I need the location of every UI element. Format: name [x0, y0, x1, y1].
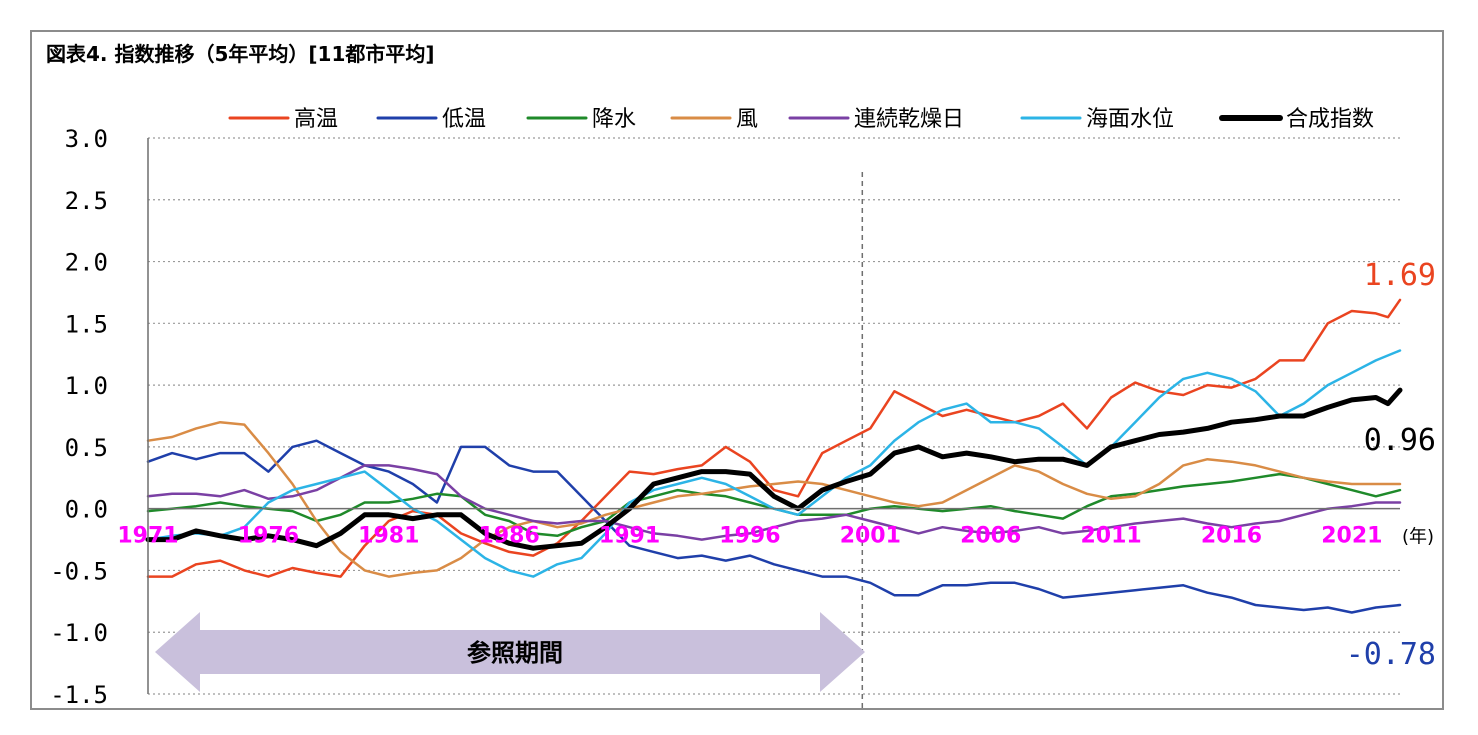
series-lines [145, 298, 1403, 614]
x-tick-label: 2001 [840, 524, 901, 549]
axes: 3.0 2.5 2.0 1.5 1.0 0.5 0.0 -0.5 -1.0 -1.5 1971 197… [50, 125, 1434, 709]
x-tick-label: 2016 [1201, 524, 1262, 549]
chart-frame [30, 30, 1444, 710]
reference-period-label: 参照期間 [467, 639, 563, 667]
y-tick-label: -1.0 [50, 619, 108, 647]
end-label-高温: 1.69 [1364, 258, 1436, 293]
x-tick-label: 1996 [719, 524, 780, 549]
x-tick-label: 1986 [479, 524, 540, 549]
y-tick-label: 3.0 [65, 125, 108, 153]
y-tick-label: 1.0 [65, 372, 108, 400]
y-tick-label: 2.0 [65, 249, 108, 277]
legend-label: 合成指数 [1286, 107, 1374, 132]
reference-period-arrow [155, 612, 865, 692]
series-line-連続乾燥日 [146, 464, 1402, 541]
x-tick-label: 2021 [1321, 524, 1382, 549]
y-tick-label: 0.5 [65, 434, 108, 462]
legend-label: 連続乾燥日 [854, 107, 964, 132]
legend: 高温 低温 降水 風 連続乾燥日 海面水位 合成指数 [228, 107, 1374, 132]
end-label-合成指数: 0.96 [1364, 423, 1436, 458]
end-labels: 1.69 0.96 -0.78 [1346, 258, 1436, 672]
chart-title: 図表4. 指数推移（5年平均）[11都市平均] [46, 42, 435, 66]
legend-label: 風 [736, 107, 758, 132]
y-tick-label: 1.5 [65, 310, 108, 338]
series-line-風 [146, 420, 1402, 578]
series-line-低温 [146, 439, 1402, 614]
reference-period: 参照期間 [155, 612, 865, 692]
y-tick-label: -0.5 [50, 557, 108, 585]
x-tick-label: 1981 [358, 524, 419, 549]
series-line-合成指数 [145, 387, 1403, 551]
y-tick-label: 0.0 [65, 496, 108, 524]
legend-label: 海面水位 [1086, 107, 1174, 132]
x-tick-label: 2011 [1080, 524, 1141, 549]
y-tick-label: 2.5 [65, 187, 108, 215]
x-tick-label: 1976 [238, 524, 299, 549]
x-unit-label: (年) [1402, 527, 1434, 548]
legend-label: 低温 [442, 107, 486, 132]
x-tick-label: 1991 [599, 524, 660, 549]
legend-label: 降水 [592, 107, 636, 132]
end-label-低温: -0.78 [1346, 637, 1436, 672]
series-line-高温 [146, 298, 1402, 578]
x-tick-label: 1971 [117, 524, 178, 549]
legend-label: 高温 [294, 107, 338, 132]
y-tick-label: -1.5 [50, 681, 108, 709]
x-tick-label: 2006 [960, 524, 1021, 549]
